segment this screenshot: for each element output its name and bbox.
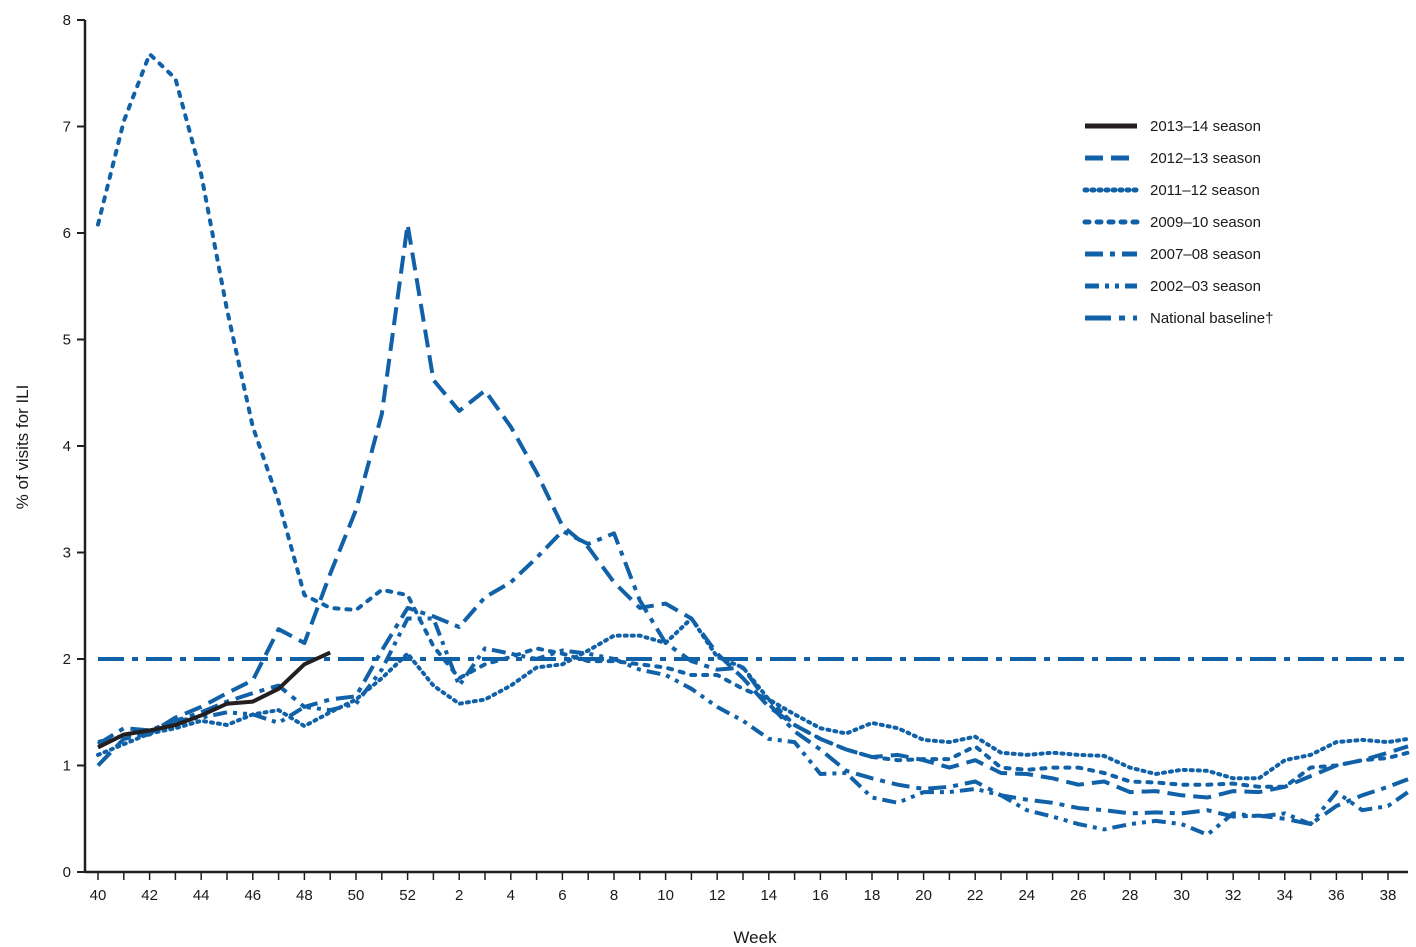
legend-label: 2013–14 season bbox=[1150, 118, 1261, 135]
x-tick-label: 8 bbox=[610, 887, 618, 904]
x-tick-label: 26 bbox=[1070, 887, 1087, 904]
y-tick-label: 2 bbox=[63, 651, 71, 668]
x-tick-label: 4 bbox=[507, 887, 515, 904]
series-layer bbox=[96, 52, 1410, 837]
series-line-2011–12 bbox=[96, 616, 1410, 781]
x-tick-label: 40 bbox=[90, 887, 107, 904]
x-tick-label: 44 bbox=[193, 887, 210, 904]
x-tick-label: 12 bbox=[709, 887, 726, 904]
x-tick-label: 24 bbox=[1018, 887, 1035, 904]
legend-label: 2009–10 season bbox=[1150, 214, 1261, 231]
y-tick-label: 6 bbox=[63, 225, 71, 242]
series-line-2002–03 bbox=[97, 616, 1410, 837]
x-tick-label: 10 bbox=[657, 887, 674, 904]
series-line-2009–10 bbox=[96, 52, 1410, 789]
x-tick-label: 28 bbox=[1122, 887, 1139, 904]
x-tick-label: 52 bbox=[399, 887, 416, 904]
legend-label: 2007–08 season bbox=[1150, 246, 1261, 263]
y-tick-label: 4 bbox=[63, 438, 71, 455]
x-tick-label: 20 bbox=[915, 887, 932, 904]
x-tick-label: 30 bbox=[1173, 887, 1190, 904]
series-line-2012–13 bbox=[96, 222, 1409, 800]
x-tick-label: 18 bbox=[864, 887, 881, 904]
x-tick-label: 36 bbox=[1328, 887, 1345, 904]
y-tick-label: 3 bbox=[63, 545, 71, 562]
x-tick-label: 32 bbox=[1225, 887, 1242, 904]
x-tick-label: 48 bbox=[296, 887, 313, 904]
x-tick-label: 46 bbox=[244, 887, 261, 904]
series-line-2013–14 bbox=[97, 650, 332, 750]
x-tick-label: 42 bbox=[141, 887, 158, 904]
y-axis-title: % of visits for ILI bbox=[13, 385, 32, 510]
x-tick-label: 50 bbox=[348, 887, 365, 904]
x-tick-label: 38 bbox=[1380, 887, 1397, 904]
legend-label: National baseline† bbox=[1150, 310, 1273, 327]
y-tick-label: 8 bbox=[63, 12, 71, 29]
y-tick-label: 5 bbox=[63, 332, 71, 349]
legend-layer: 2013–14 season 2012–13 season 2011–12 seas… bbox=[1082, 118, 1273, 327]
legend-label: 2011–12 season bbox=[1150, 182, 1260, 199]
x-tick-label: 2 bbox=[455, 887, 463, 904]
x-axis-title: Week bbox=[733, 928, 777, 947]
y-tick-label: 1 bbox=[63, 758, 71, 775]
legend-label: 2012–13 season bbox=[1150, 150, 1261, 167]
y-tick-label: 7 bbox=[63, 119, 71, 136]
x-tick-label: 14 bbox=[760, 887, 777, 904]
legend-label: 2002–03 season bbox=[1150, 278, 1261, 295]
x-tick-label: 22 bbox=[967, 887, 984, 904]
x-tick-label: 34 bbox=[1276, 887, 1293, 904]
x-tick-label: 16 bbox=[812, 887, 829, 904]
series-line-2007–08 bbox=[96, 529, 1409, 827]
y-tick-label: 0 bbox=[63, 864, 71, 881]
x-tick-label: 6 bbox=[558, 887, 566, 904]
